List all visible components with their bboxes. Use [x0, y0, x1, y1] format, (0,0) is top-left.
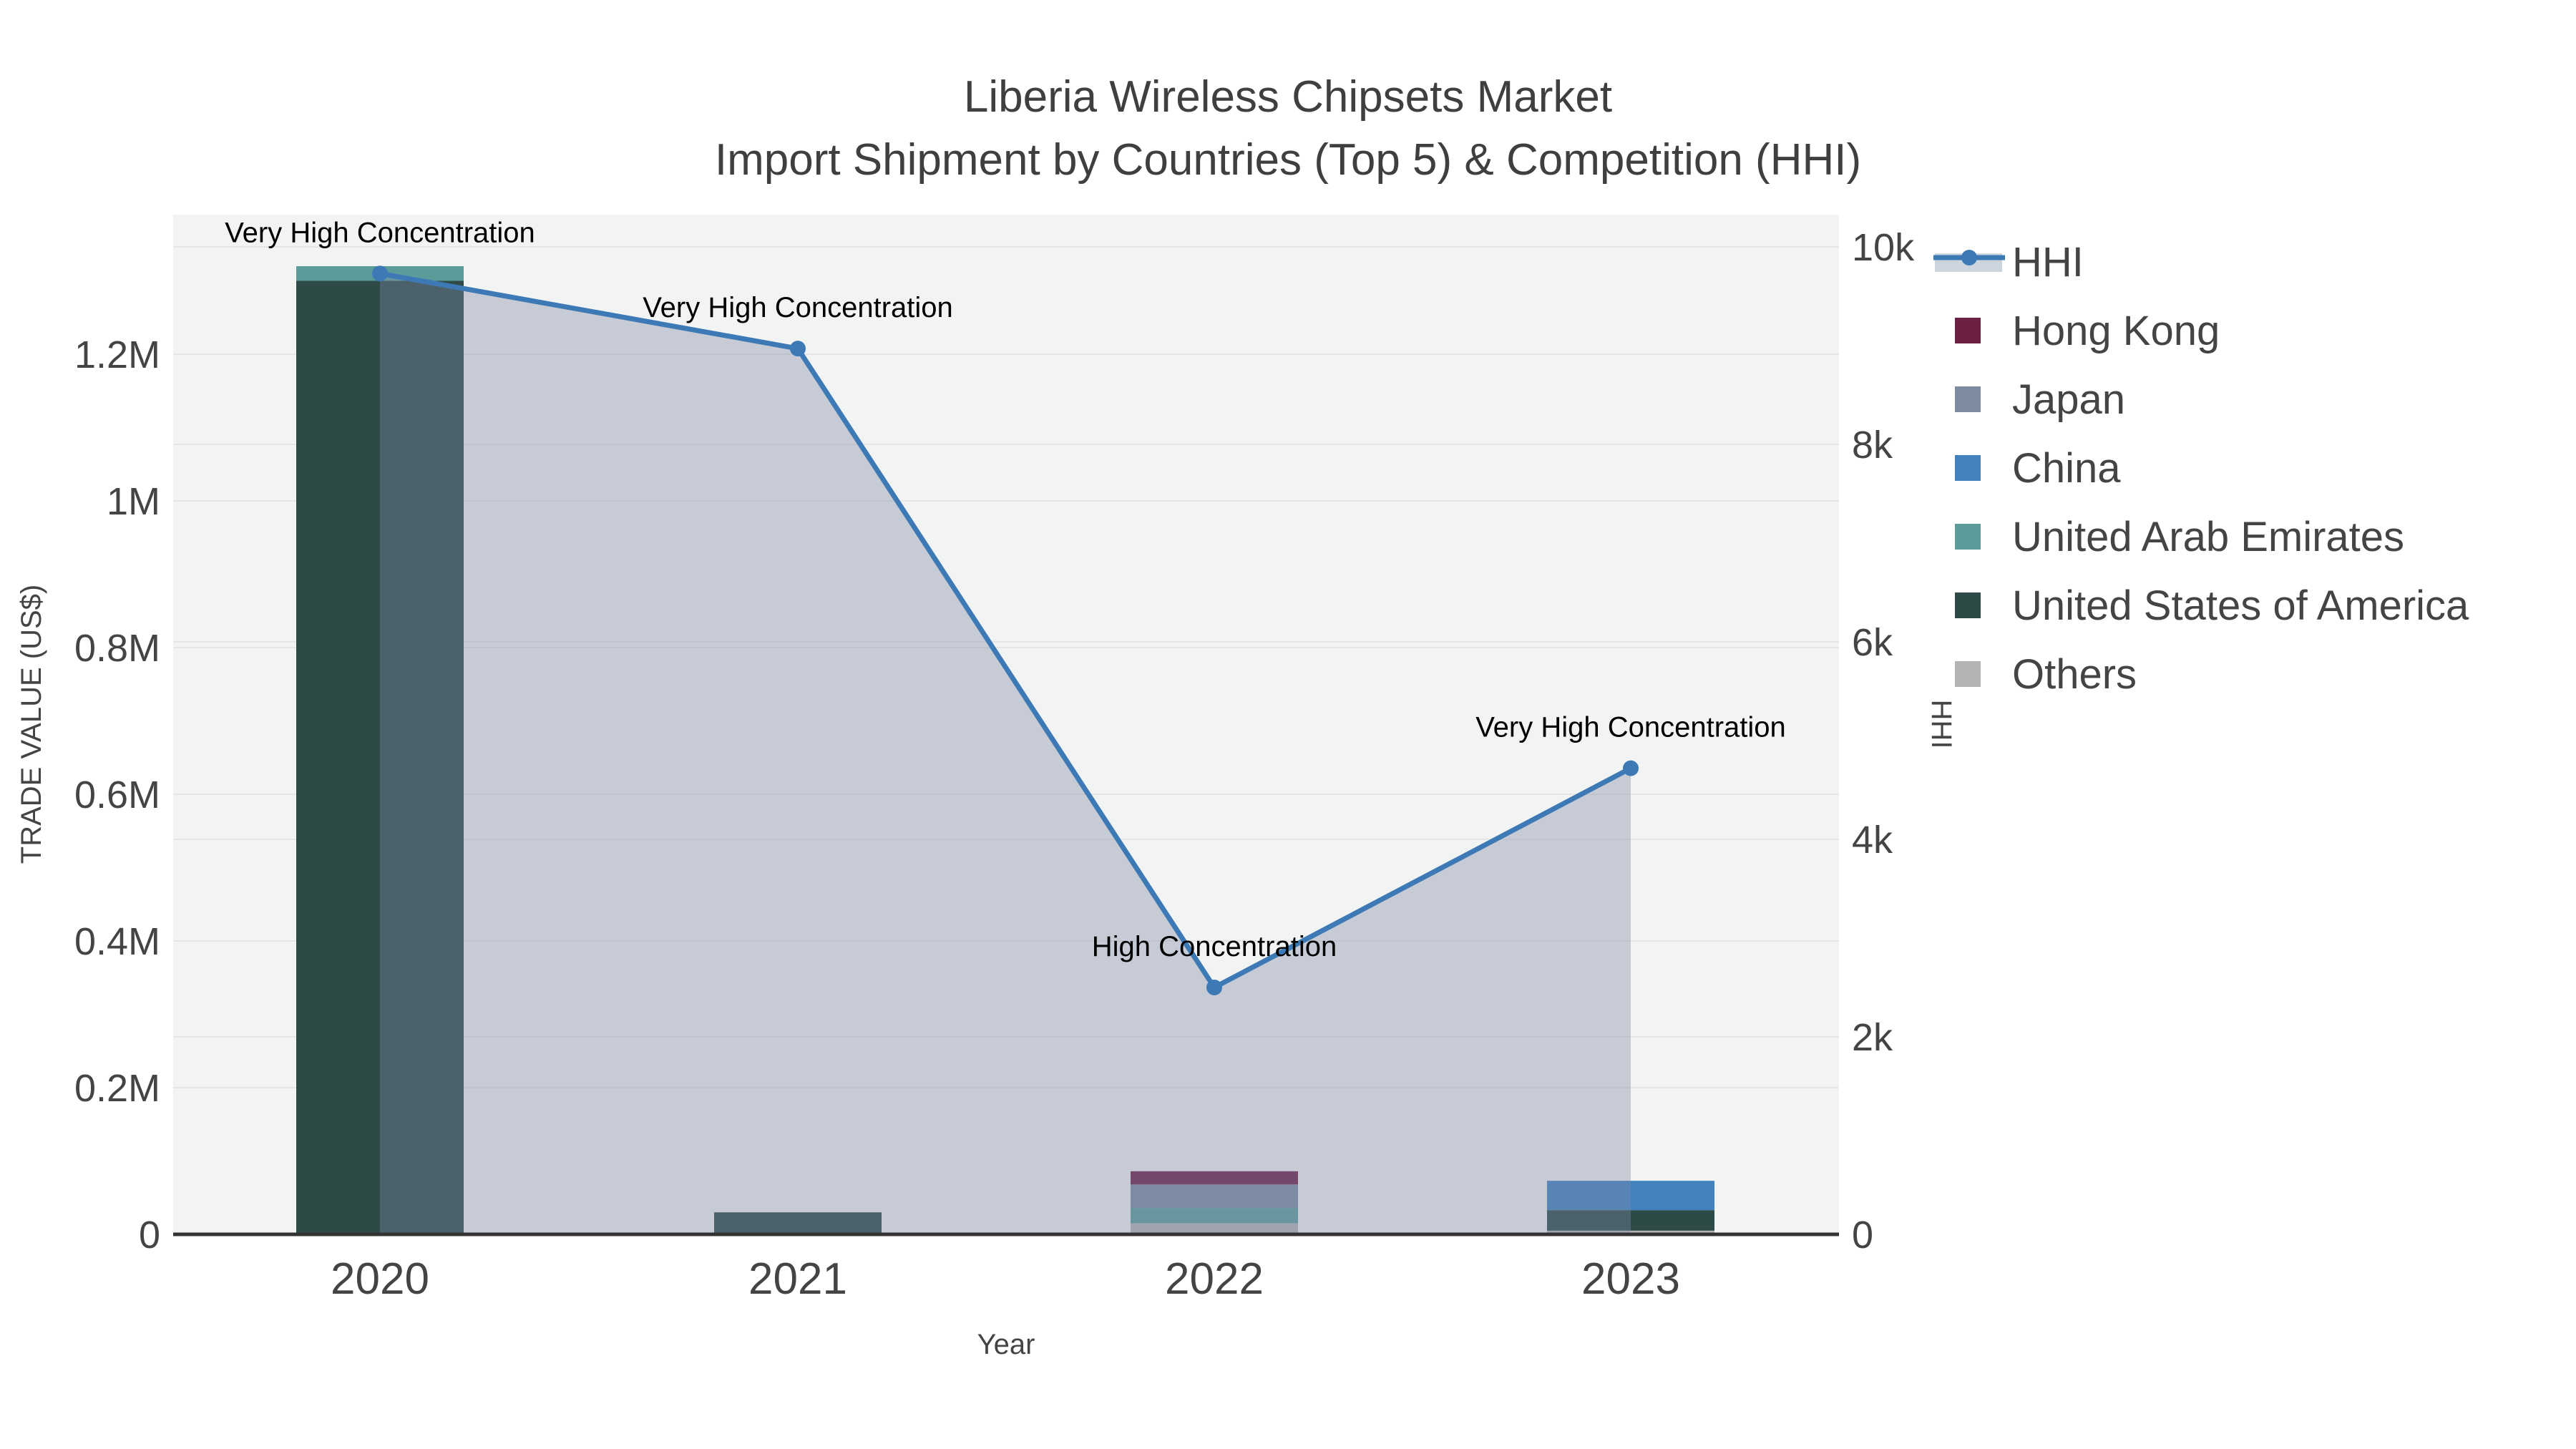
legend-swatch-icon: [1933, 386, 2005, 412]
legend-item-china[interactable]: China: [1933, 434, 2469, 502]
annotations-group: Very High Concentration Very High Concent…: [225, 217, 1786, 962]
hhi-area-fill: [380, 273, 1631, 1234]
annotation-2021: Very High Concentration: [643, 292, 953, 323]
y-axis-left-ticklabels: 0 0.2M 0.4M 0.6M 0.8M 1M 1.2M: [74, 333, 160, 1257]
x-axis-title: Year: [977, 1329, 1035, 1360]
legend-item-hhi[interactable]: HHI: [1933, 228, 2469, 296]
annotation-2022: High Concentration: [1092, 931, 1337, 962]
legend-label: United States of America: [2012, 582, 2469, 629]
legend-label: HHI: [2012, 238, 2084, 286]
y-right-tick-0: 0: [1852, 1214, 1873, 1257]
legend-label: United Arab Emirates: [2012, 513, 2405, 560]
hhi-marker-2021[interactable]: [790, 341, 806, 357]
legend-item-united-arab-emirates[interactable]: United Arab Emirates: [1933, 502, 2469, 571]
legend-label: Japan: [2012, 376, 2126, 423]
x-axis-ticklabels: 2020 2021 2022 2023: [331, 1254, 1680, 1304]
bar-segment-united-states-of-america-2020[interactable]: [296, 280, 464, 1235]
y-left-tick-0: 0: [139, 1214, 160, 1257]
bar-segment-china-2023[interactable]: [1547, 1181, 1714, 1211]
hhi-marker-2020[interactable]: [372, 265, 388, 282]
y-right-tick-2k: 2k: [1852, 1016, 1893, 1059]
bar-segment-others-2023[interactable]: [1547, 1230, 1714, 1234]
legend-swatch-icon: [1933, 524, 2005, 550]
legend-item-japan[interactable]: Japan: [1933, 365, 2469, 434]
annotation-2020: Very High Concentration: [225, 217, 535, 248]
y-left-tick-1M: 1M: [107, 480, 160, 523]
y-left-tick-1.2M: 1.2M: [74, 333, 160, 376]
x-tick-2023: 2023: [1581, 1254, 1680, 1304]
annotation-2023: Very High Concentration: [1475, 712, 1786, 743]
bar-segment-hong-kong-2022[interactable]: [1131, 1171, 1298, 1185]
hhi-line[interactable]: [377, 270, 1634, 990]
bar-segment-united-arab-emirates-2022[interactable]: [1131, 1208, 1298, 1224]
legend-swatch-icon: [1933, 592, 2005, 618]
y-left-tick-0.6M: 0.6M: [74, 774, 160, 816]
legend-label: China: [2012, 444, 2121, 492]
y-left-tick-0.2M: 0.2M: [74, 1067, 160, 1110]
legend-swatch-icon: [1933, 661, 2005, 687]
chart-legend: HHI Hong Kong Japan China United Arab Emirat…: [1933, 228, 2469, 708]
y-right-tick-6k: 6k: [1852, 621, 1893, 664]
x-tick-2022: 2022: [1165, 1254, 1264, 1304]
legend-swatch-icon: [1933, 318, 2005, 343]
legend-item-hong-kong[interactable]: Hong Kong: [1933, 296, 2469, 365]
x-tick-2021: 2021: [748, 1254, 847, 1304]
bar-segment-united-states-of-america-2021[interactable]: [714, 1212, 882, 1234]
hhi-markers-group: [372, 265, 1639, 995]
y-axis-right-ticklabels: 0 2k 4k 6k 8k 10k: [1852, 226, 1915, 1257]
y-right-tick-8k: 8k: [1852, 424, 1893, 467]
y-left-tick-0.4M: 0.4M: [74, 920, 160, 963]
x-tick-2020: 2020: [331, 1254, 429, 1304]
hhi-line-sample-icon: [1933, 246, 2005, 278]
hhi-marker-2022[interactable]: [1206, 980, 1222, 995]
hhi-marker-2023[interactable]: [1623, 760, 1639, 776]
bar-segment-united-states-of-america-2023[interactable]: [1547, 1210, 1714, 1231]
legend-swatch-icon: [1933, 455, 2005, 481]
bar-series-group: [296, 266, 1714, 1234]
y-right-tick-10k: 10k: [1852, 226, 1915, 269]
y-left-tick-0.8M: 0.8M: [74, 627, 160, 670]
y-right-tick-4k: 4k: [1852, 819, 1893, 862]
legend-label: Hong Kong: [2012, 307, 2220, 354]
bar-segment-others-2022[interactable]: [1131, 1223, 1298, 1234]
y-axis-right-title: HHI: [1926, 700, 1957, 749]
legend-item-united-states-of-america[interactable]: United States of America: [1933, 571, 2469, 640]
y-axis-left-title: TRADE VALUE (US$): [16, 585, 47, 864]
legend-label: Others: [2012, 650, 2137, 698]
legend-item-others[interactable]: Others: [1933, 640, 2469, 708]
bar-segment-japan-2022[interactable]: [1131, 1184, 1298, 1209]
